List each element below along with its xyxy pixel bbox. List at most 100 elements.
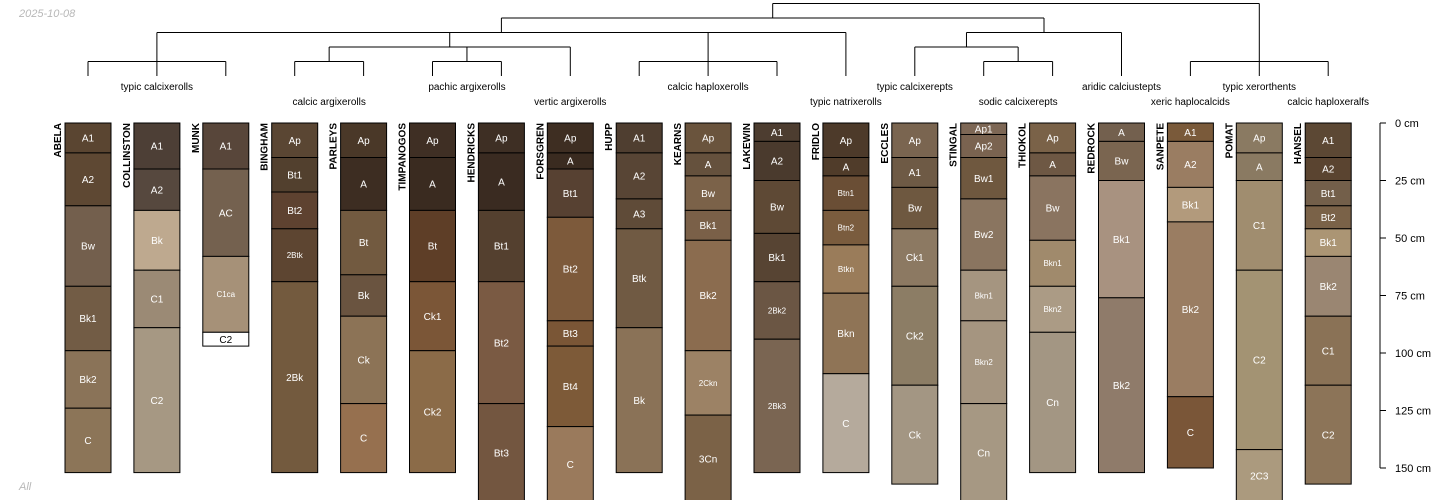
horizon-parleys-ck [340, 315, 388, 405]
horizon-pomat-c1 [1235, 180, 1283, 271]
horizon-label: A [1256, 162, 1263, 173]
profile-name: MUNK [191, 122, 202, 153]
horizon-label: Bt4 [563, 382, 578, 393]
horizon-label: Bkn1 [1043, 259, 1062, 268]
horizon-abela-c [64, 407, 112, 474]
horizon-lakewin-bk1 [753, 232, 801, 283]
horizon-label: Bk2 [1182, 305, 1200, 316]
horizon-eccles-ck1 [891, 228, 939, 287]
horizon-hupp-a3 [615, 198, 663, 230]
horizon-label: Ap [495, 134, 508, 145]
group-label-typic-xerorthents: typic xerorthents [1223, 82, 1296, 93]
horizon-label: Bk1 [1113, 235, 1131, 246]
horizon-timpanogos-bt [409, 209, 456, 283]
horizon-label: Bt2 [1321, 213, 1336, 224]
dendrogram [87, 3, 1329, 76]
profile-name: STINGAL [949, 123, 960, 167]
horizon-collinston-a1 [133, 122, 181, 170]
horizon-label: A1 [82, 134, 95, 145]
profile-name: HENDRICKS [466, 123, 477, 183]
horizon-bingham-ap [271, 122, 319, 158]
profile-name: BINGHAM [260, 123, 271, 171]
horizon-label: C1 [1253, 221, 1266, 232]
horizon-label: Bk1 [1320, 238, 1338, 249]
horizon-label: A1 [1322, 136, 1335, 147]
depth-tick-label: 25 cm [1395, 176, 1425, 188]
horizon-fridlo-btn2 [822, 209, 870, 246]
depth-tick-label: 150 cm [1395, 463, 1431, 475]
horizon-label: Bt [359, 238, 369, 249]
horizon-label: Ap [909, 136, 922, 147]
horizon-label: Ck [909, 430, 922, 441]
horizon-hansel-c2 [1304, 384, 1352, 485]
horizon-collinston-c1 [133, 269, 181, 329]
horizon-forsgren-ap [546, 122, 594, 154]
horizon-label: Bk1 [1182, 200, 1200, 211]
horizon-label: Bt2 [287, 206, 302, 217]
horizon-label: C [842, 419, 849, 430]
horizon-eccles-ck2 [891, 285, 939, 386]
horizon-label: A [843, 162, 850, 173]
horizon-label: A1 [771, 128, 784, 139]
profile-name: ECCLES [880, 123, 891, 164]
profile-timpanogos: Ap A Bt Ck1 Ck2 TIMPANOGOS [398, 122, 456, 474]
group-label-typic-natrixerolls: typic natrixerolls [810, 97, 882, 108]
horizon-label: C1ca [216, 290, 235, 299]
horizon-stingal-bw1 [960, 157, 1008, 200]
horizon-stingal-bw2 [960, 198, 1008, 271]
horizon-label: Bkn2 [1043, 305, 1062, 314]
profile-parleys: Ap A Bt Bk Ck C PARLEYS [329, 122, 388, 474]
profile-collinston: A1 A2 Bk C1 C2 COLLINSTON [122, 122, 181, 474]
horizon-label: 2Bk [286, 373, 304, 384]
horizon-label: 2Btk [287, 251, 304, 260]
horizon-kearns-bw [684, 175, 732, 211]
horizon-hansel-bt1 [1304, 180, 1352, 207]
profile-name: PARLEYS [329, 123, 340, 170]
horizon-munk-c1ca [202, 255, 250, 333]
profile-eccles: Ap A1 Bw Ck1 Ck2 Ck ECCLES [880, 122, 939, 485]
horizon-label: C [567, 460, 574, 471]
horizon-label: Btn1 [838, 189, 855, 198]
horizon-label: Bk2 [1320, 282, 1338, 293]
horizon-label: Ap2 [975, 142, 993, 153]
horizon-label: Ap [1253, 134, 1266, 145]
horizon-label: Bkn [837, 329, 854, 340]
horizon-collinston-c2 [133, 327, 181, 474]
horizon-kearns-2ckn [684, 350, 732, 416]
horizon-fridlo-c [822, 373, 870, 474]
horizon-abela-a1 [64, 122, 112, 154]
horizon-label: Ap1 [975, 124, 993, 135]
horizon-label: C [360, 434, 367, 445]
horizon-thiokol-bw [1029, 175, 1077, 241]
group-label-vertic-argixerolls: vertic argixerolls [534, 97, 606, 108]
horizon-redrock-bk1 [1098, 180, 1145, 299]
profile-pomat: Ap A C1 C2 2C3 POMAT [1224, 122, 1283, 500]
group-label-calcic-haploxerolls: calcic haploxerolls [668, 82, 749, 93]
depth-tick-label: 75 cm [1395, 291, 1425, 303]
horizon-label: C [84, 436, 91, 447]
horizon-label: 2Ckn [699, 379, 718, 388]
profile-name: THIOKOL [1018, 123, 1029, 168]
horizon-eccles-bw [891, 186, 939, 230]
horizon-label: Bk2 [79, 375, 97, 386]
horizon-parleys-a [340, 157, 388, 211]
horizon-stingal-bkn2 [960, 320, 1008, 405]
horizon-label: Bt1 [563, 189, 578, 200]
horizon-label: Ck1 [906, 253, 924, 264]
profile-redrock: A Bw Bk1 Bk2 REDROCK [1087, 122, 1145, 474]
horizon-label: Ck [357, 356, 370, 367]
horizon-label: C1 [1322, 346, 1335, 357]
profile-bingham: Ap Bt1 Bt2 2Btk 2Bk BINGHAM [260, 122, 319, 474]
horizon-hendricks-a [477, 152, 525, 211]
horizon-lakewin-2bk2 [753, 281, 801, 340]
horizon-label: 2C3 [1250, 472, 1269, 483]
horizon-label: Bt1 [1321, 189, 1336, 200]
horizon-label: Bw2 [974, 230, 994, 241]
date-stamp: 2025-10-08 [19, 8, 76, 20]
horizon-label: A [498, 177, 505, 188]
horizon-hansel-bk1 [1304, 228, 1352, 257]
horizon-kearns-bk1 [684, 209, 732, 241]
horizon-label: Bw [908, 204, 923, 215]
